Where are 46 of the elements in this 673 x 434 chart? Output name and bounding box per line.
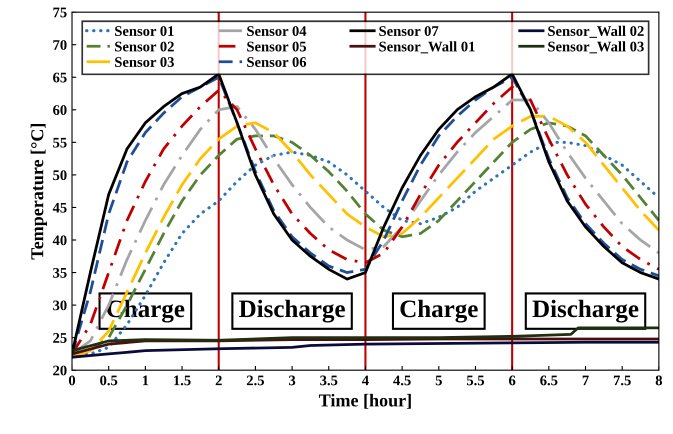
annotation: Discharge: [532, 300, 638, 323]
legend-label: Sensor_Wall 02: [548, 26, 644, 38]
y-tick-label: 70: [53, 40, 67, 50]
y-tick-label: 20: [53, 366, 67, 376]
x-tick-label: 2.5: [246, 376, 264, 386]
x-tick-label: 3.5: [320, 376, 338, 386]
x-tick-label: 6: [509, 376, 516, 386]
legend-label: Sensor 06: [247, 57, 306, 67]
legend-label: Sensor 05: [247, 42, 306, 52]
y-tick-label: 25: [53, 333, 67, 343]
annotation: Charge: [400, 300, 478, 323]
x-tick-label: 0: [68, 375, 76, 386]
x-tick-label: 1: [142, 376, 148, 386]
y-tick-label: 50: [53, 170, 67, 180]
legend-label: Sensor 03: [115, 57, 174, 67]
x-tick-label: 8: [656, 375, 662, 386]
y-tick-label: 75: [53, 8, 67, 18]
x-tick-label: 4: [362, 376, 369, 386]
legend-label: Sensor 02: [115, 42, 174, 52]
legend-label: Sensor_Wall 01: [379, 41, 475, 54]
line-series: [72, 326, 659, 352]
x-axis-title: Time [hour]: [318, 394, 411, 409]
x-tick-label: 5: [436, 376, 442, 386]
y-tick-label: 35: [53, 268, 67, 278]
x-tick-label: 6.5: [540, 376, 558, 386]
x-tick-label: 1.5: [174, 376, 191, 386]
annotation: Discharge: [239, 300, 345, 323]
x-tick-label: 5.5: [466, 376, 484, 386]
legend-label: Sensor 04: [247, 26, 306, 36]
y-tick-label: 60: [53, 105, 67, 116]
x-tick-label: 0.5: [100, 375, 118, 386]
x-tick-label: 7: [582, 376, 589, 386]
x-tick-label: 7.5: [614, 376, 631, 386]
y-tick-label: 40: [52, 235, 67, 246]
legend-label: Sensor_Wall 03: [548, 41, 644, 54]
legend-label: Sensor 01: [115, 26, 174, 36]
y-tick-label: 65: [53, 72, 67, 82]
y-axis-title: Temperature [°C]: [30, 124, 48, 260]
y-tick-label: 30: [53, 300, 67, 310]
x-tick-label: 4.5: [393, 376, 411, 386]
x-tick-label: 2: [216, 376, 222, 386]
y-tick-label: 45: [52, 202, 67, 213]
y-tick-label: 55: [53, 138, 67, 148]
legend-label: Sensor 07: [379, 26, 438, 36]
x-tick-label: 3: [288, 376, 296, 386]
line-series: [72, 340, 659, 359]
